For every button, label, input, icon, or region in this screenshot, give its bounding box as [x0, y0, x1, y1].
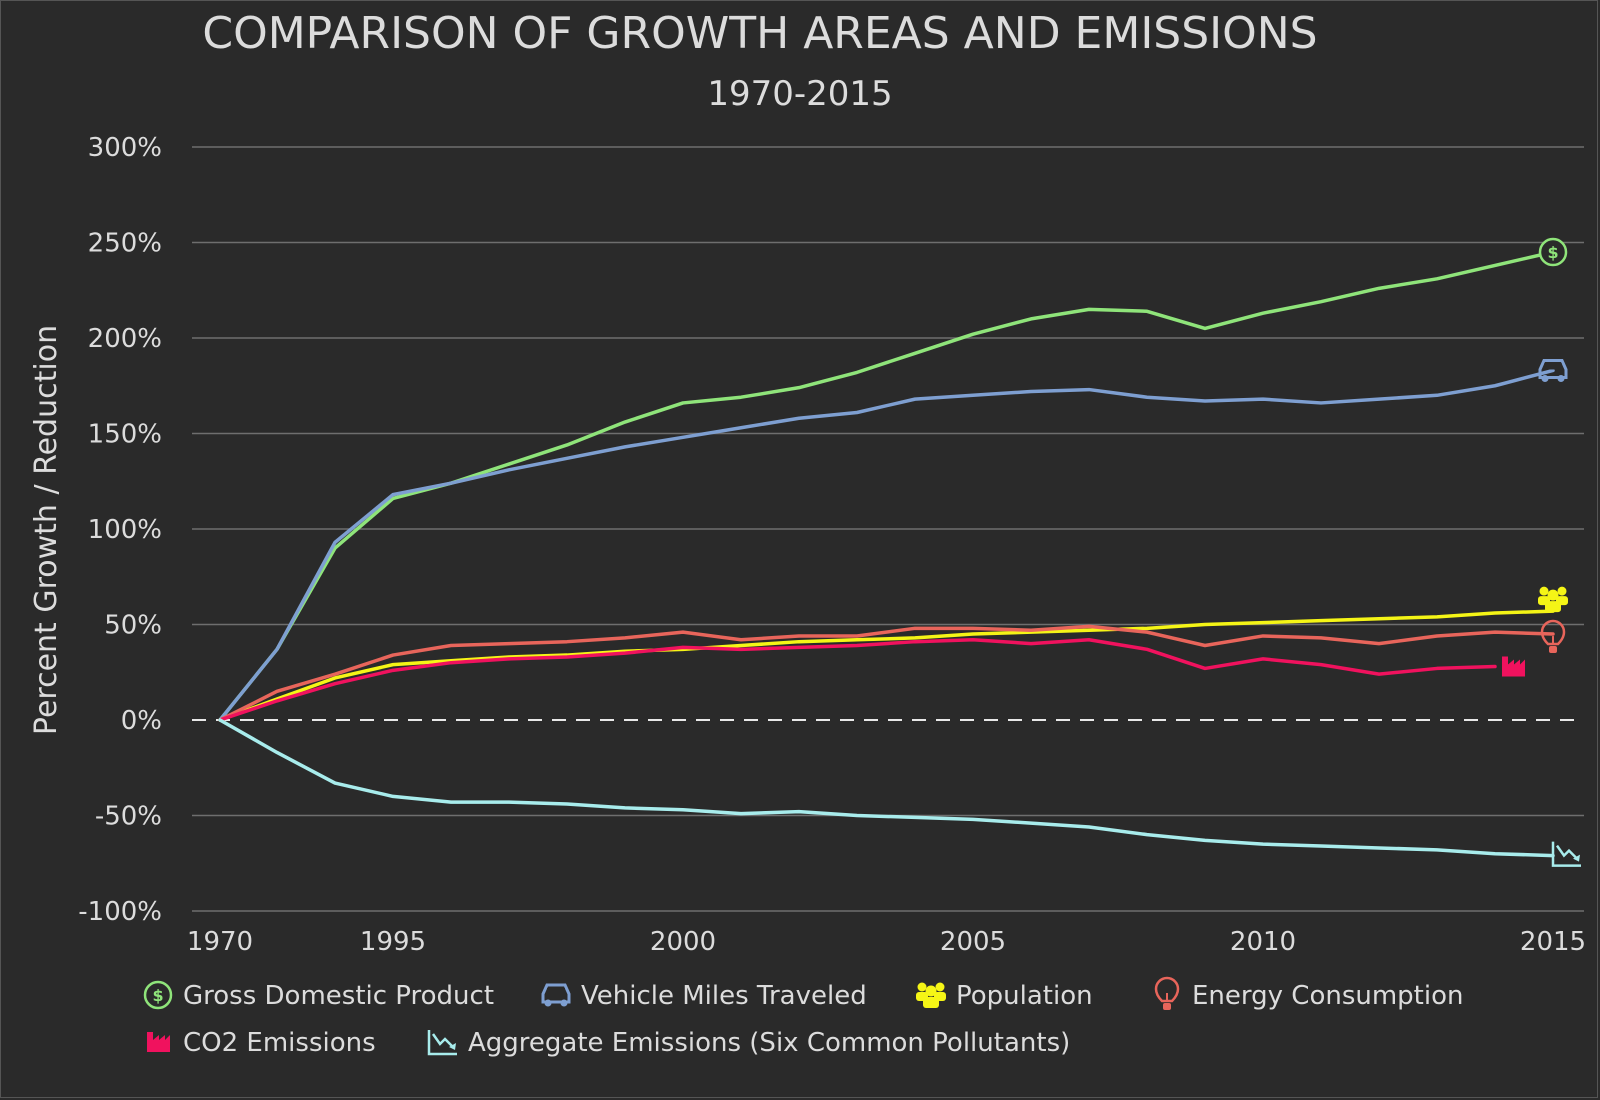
x-tick-label: 2010 — [1230, 927, 1296, 957]
factory-icon — [147, 1032, 170, 1052]
series-line — [218, 609, 1555, 722]
y-tick-label: 100% — [88, 515, 162, 545]
y-tick-label: 0% — [121, 706, 162, 736]
car-icon — [1538, 358, 1568, 382]
y-tick-labels: 300% 250% 200% 150% 100% 50% 0% -50% -100% — [78, 133, 162, 927]
car-icon — [541, 983, 571, 1007]
legend-item: Vehicle Miles Traveled — [541, 981, 867, 1011]
y-axis-label: Percent Growth / Reduction — [29, 325, 64, 735]
y-tick-label: -100% — [78, 897, 162, 927]
lightbulb-icon — [1154, 976, 1180, 1010]
svg-text:$: $ — [1547, 243, 1558, 262]
y-tick-label: 200% — [88, 324, 162, 354]
legend-item: Aggregate Emissions (Six Common Pollutan… — [427, 1028, 1070, 1058]
y-tick-label: 250% — [88, 229, 162, 259]
legend-label: CO2 Emissions — [183, 1028, 376, 1058]
legend-item: Population — [916, 981, 1093, 1011]
series-line — [218, 718, 1555, 858]
downtrend-icon — [427, 1030, 457, 1056]
legend-label: Aggregate Emissions (Six Common Pollutan… — [468, 1028, 1070, 1058]
factory-icon — [1502, 656, 1525, 677]
legend-label: Vehicle Miles Traveled — [581, 981, 867, 1011]
x-tick-label: 1970 — [187, 927, 253, 957]
series-lines — [218, 250, 1555, 858]
people-icon — [1538, 586, 1568, 613]
chart-subtitle: 1970-2015 — [707, 74, 892, 114]
people-icon — [916, 982, 946, 1008]
series-line — [218, 624, 1555, 722]
legend-label: Population — [956, 981, 1093, 1011]
lightbulb-icon — [1540, 619, 1566, 654]
x-tick-labels: 1970 1995 2000 2005 2010 2015 — [187, 927, 1586, 957]
x-tick-label: 2000 — [650, 927, 716, 957]
chart-title: COMPARISON OF GROWTH AREAS AND EMISSIONS — [202, 8, 1317, 59]
legend: $ Gross Domestic Product Vehicle Miles Tra… — [143, 976, 1464, 1058]
x-tick-label: 2015 — [1520, 927, 1586, 957]
svg-text:$: $ — [152, 986, 163, 1005]
legend-item: $ Gross Domestic Product — [143, 980, 494, 1011]
y-tick-label: -50% — [95, 802, 162, 832]
x-tick-label: 1995 — [360, 927, 426, 957]
y-tick-label: 150% — [88, 420, 162, 450]
legend-item: CO2 Emissions — [147, 1028, 376, 1058]
dollar-icon: $ — [1538, 237, 1568, 267]
y-tick-label: 50% — [104, 611, 162, 641]
series-line — [218, 368, 1555, 722]
legend-label: Gross Domestic Product — [183, 981, 494, 1011]
downtrend-icon — [1551, 841, 1581, 867]
legend-item: Energy Consumption — [1154, 976, 1464, 1011]
series-line — [218, 638, 1497, 722]
series-end-icons: $ — [1502, 237, 1581, 867]
legend-label: Energy Consumption — [1192, 981, 1464, 1011]
x-tick-label: 2005 — [940, 927, 1006, 957]
y-tick-label: 300% — [88, 133, 162, 163]
dollar-icon: $ — [143, 980, 173, 1010]
